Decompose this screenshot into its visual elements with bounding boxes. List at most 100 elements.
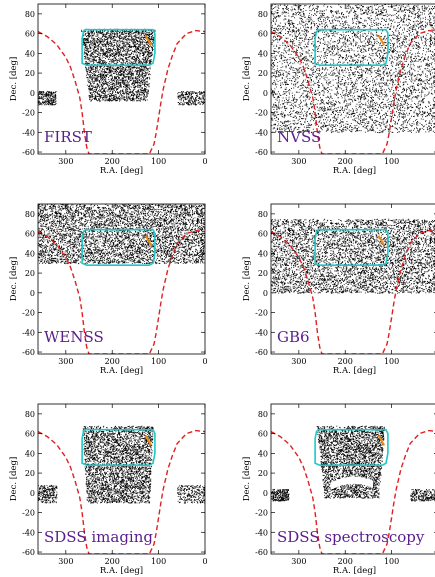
source-points	[38, 204, 205, 265]
x-axis-label: R.A. [deg]	[333, 566, 376, 576]
coverage-gap	[330, 476, 374, 490]
source-points	[271, 425, 435, 502]
x-tick-label: 300	[291, 557, 306, 566]
source-point-cloud	[38, 204, 205, 265]
highlight-marker	[144, 435, 153, 446]
survey-name-label: NVSS	[277, 128, 321, 146]
y-tick-label: -20	[255, 109, 268, 118]
highlight-marker	[144, 35, 153, 46]
x-tick-label: 200	[105, 557, 120, 566]
x-tick-label: 300	[291, 357, 306, 366]
highlight-marker	[377, 435, 386, 446]
x-tick-label: 300	[58, 557, 73, 566]
source-point-cloud	[38, 484, 58, 504]
x-axis-label: R.A. [deg]	[100, 566, 143, 576]
x-tick-label: 100	[151, 357, 166, 366]
y-tick-label: 20	[25, 469, 35, 478]
sky-map-panel-3: 300 200 100 0 -60 -40 -20 0 20 40 60 80 R.A. [deg] De…	[9, 203, 208, 376]
y-tick-label: -20	[22, 309, 35, 318]
galactic-plane-line	[271, 29, 435, 154]
footprint-outline	[314, 228, 389, 266]
y-tick-label: 20	[258, 469, 268, 478]
y-tick-label: 0	[263, 289, 268, 298]
footprint-outline	[81, 28, 156, 66]
y-tick-label: -20	[255, 509, 268, 518]
y-tick-label: 0	[30, 489, 35, 498]
y-tick-label: 60	[25, 30, 35, 39]
source-point-cloud	[177, 91, 205, 106]
x-axis-label: R.A. [deg]	[333, 366, 376, 376]
y-tick-label: 0	[30, 89, 35, 98]
plot-area	[38, 425, 205, 554]
y-tick-label: 80	[258, 410, 268, 419]
y-tick-label: -40	[255, 128, 268, 137]
y-tick-label: 60	[25, 430, 35, 439]
footprint-outline	[81, 428, 156, 466]
x-axis-label: R.A. [deg]	[100, 366, 143, 376]
y-tick-label: -20	[255, 309, 268, 318]
plot-frame	[270, 203, 435, 355]
footprint-outline	[314, 428, 389, 466]
y-tick-label: 60	[258, 30, 268, 39]
plot-area	[38, 204, 205, 354]
source-points	[271, 218, 435, 294]
y-tick-label: 40	[25, 49, 35, 58]
source-points	[271, 4, 435, 134]
x-tick-label: 200	[338, 357, 353, 366]
galactic-plane-line	[38, 229, 205, 354]
x-tick-label: 100	[384, 357, 399, 366]
source-point-cloud	[316, 425, 386, 499]
y-tick-label: 20	[25, 269, 35, 278]
y-tick-label: 60	[258, 430, 268, 439]
survey-name-label: SDSS spectroscopy	[277, 528, 425, 546]
y-tick-label: 0	[263, 489, 268, 498]
y-tick-label: 80	[258, 210, 268, 219]
x-tick-label: 200	[338, 557, 353, 566]
galactic-plane-line	[271, 429, 435, 554]
footprint-outline	[81, 228, 156, 266]
x-tick-label: 200	[105, 357, 120, 366]
source-point-cloud	[410, 489, 435, 502]
y-tick-label: -40	[255, 328, 268, 337]
survey-name-label: FIRST	[44, 128, 92, 146]
y-tick-label: -40	[22, 328, 35, 337]
plot-area	[38, 28, 205, 154]
x-tick-label: 200	[105, 157, 120, 166]
source-points	[38, 28, 205, 106]
plot-frame	[37, 203, 206, 355]
plot-frame	[270, 403, 435, 555]
y-tick-label: -60	[22, 548, 35, 557]
x-tick-label: 300	[58, 157, 73, 166]
y-tick-label: 40	[25, 249, 35, 258]
x-axis-label: R.A. [deg]	[333, 166, 376, 176]
y-tick-label: -60	[255, 148, 268, 157]
y-tick-label: -60	[255, 348, 268, 357]
y-tick-label: 40	[258, 49, 268, 58]
survey-name-label: WENSS	[44, 328, 104, 346]
y-tick-label: 40	[258, 249, 268, 258]
source-point-cloud	[271, 4, 435, 134]
y-tick-label: 0	[263, 89, 268, 98]
y-tick-label: 80	[25, 10, 35, 19]
x-tick-label: 100	[384, 157, 399, 166]
y-axis-label: Dec. [deg]	[9, 257, 19, 302]
survey-name-label: SDSS imaging	[44, 528, 153, 546]
x-tick-label: 0	[202, 357, 207, 366]
highlight-marker	[377, 35, 386, 46]
x-tick-label: 300	[58, 357, 73, 366]
x-tick-label: 100	[151, 157, 166, 166]
y-axis-label: Dec. [deg]	[9, 57, 19, 102]
sky-map-panel-5: 300 200 100 0 -60 -40 -20 0 20 40 60 80 R.A. [deg] De…	[9, 403, 208, 576]
y-axis-label: Dec. [deg]	[242, 457, 252, 502]
x-tick-label: 100	[151, 557, 166, 566]
source-point-cloud	[271, 488, 290, 502]
plot-frame	[37, 3, 206, 155]
y-axis-label: Dec. [deg]	[242, 57, 252, 102]
plot-area	[271, 218, 435, 354]
plot-frame	[270, 3, 435, 155]
y-tick-label: -40	[255, 528, 268, 537]
y-tick-label: 20	[258, 269, 268, 278]
highlight-marker	[377, 235, 386, 246]
